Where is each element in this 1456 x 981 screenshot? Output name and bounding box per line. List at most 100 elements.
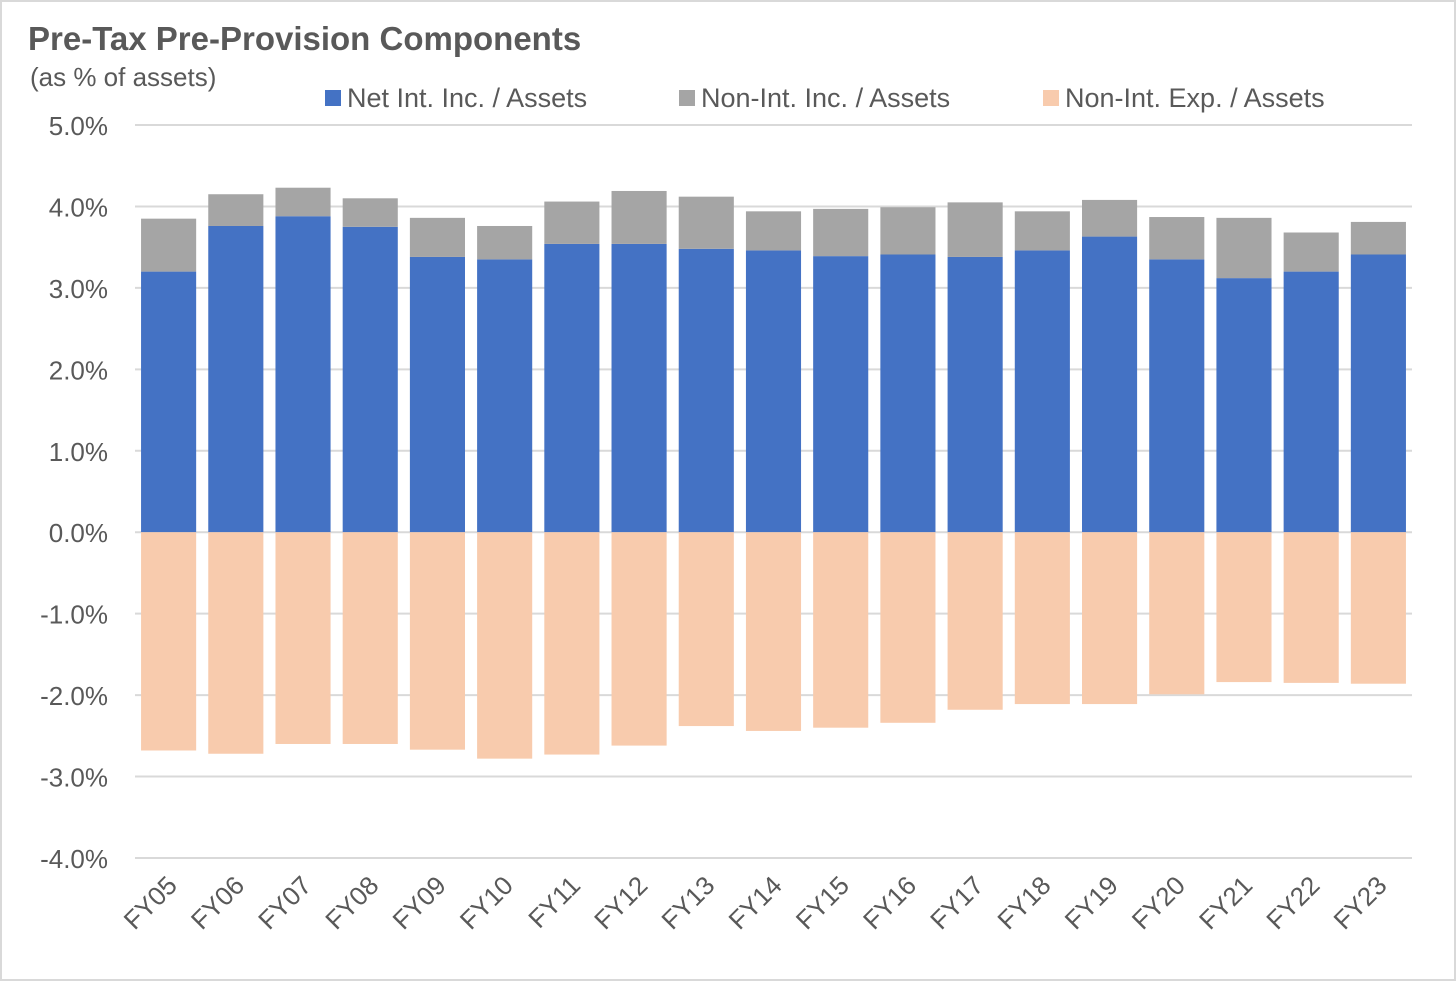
bar-non-int-exp-fy09 (409, 532, 465, 750)
bar-net-int-inc-fy20 (1149, 259, 1205, 533)
bar-non-int-exp-fy08 (342, 532, 398, 744)
legend-item-net-int-inc: Net Int. Inc. / Assets (325, 82, 587, 114)
y-tick-label: 3.0% (49, 274, 108, 304)
bar-non-int-exp-fy17 (947, 532, 1003, 710)
x-tick-label: FY20 (1126, 870, 1191, 935)
y-tick-label: 5.0% (49, 111, 108, 141)
bar-net-int-inc-fy06 (208, 225, 264, 533)
bar-net-int-inc-fy17 (947, 256, 1003, 533)
bar-non-int-exp-fy16 (880, 532, 936, 723)
y-tick-label: 2.0% (49, 355, 108, 385)
legend-label-net-int-inc: Net Int. Inc. / Assets (347, 82, 588, 113)
bar-non-int-inc-fy13 (678, 196, 734, 249)
bar-non-int-exp-fy22 (1283, 532, 1339, 683)
y-tick-label: -3.0% (40, 763, 108, 793)
bar-non-int-exp-fy19 (1082, 532, 1138, 705)
bar-non-int-inc-fy08 (342, 198, 398, 227)
bars (141, 187, 1406, 759)
bar-non-int-inc-fy10 (477, 225, 533, 260)
bar-net-int-inc-fy09 (409, 256, 465, 533)
y-tick-label: -2.0% (40, 681, 108, 711)
bar-non-int-exp-fy07 (275, 532, 331, 744)
y-tick-label: -1.0% (40, 600, 108, 630)
x-tick-label: FY15 (790, 870, 855, 935)
bar-net-int-inc-fy23 (1350, 254, 1406, 533)
bar-net-int-inc-fy13 (678, 248, 734, 533)
x-tick-label: FY23 (1327, 870, 1392, 935)
bar-non-int-inc-fy15 (813, 208, 869, 257)
legend-swatch-net-int-inc (325, 90, 341, 106)
bar-non-int-inc-fy17 (947, 202, 1003, 257)
y-tick-label: 4.0% (49, 192, 108, 222)
x-tick-label: FY06 (185, 870, 250, 935)
x-tick-label: FY17 (924, 870, 989, 935)
x-tick-label: FY22 (1260, 870, 1325, 935)
x-tick-label: FY09 (387, 870, 452, 935)
bar-non-int-exp-fy10 (477, 532, 533, 759)
y-tick-label: 0.0% (49, 518, 108, 548)
bar-net-int-inc-fy22 (1283, 271, 1339, 533)
bar-non-int-exp-fy23 (1350, 532, 1406, 684)
bar-non-int-inc-fy12 (611, 190, 667, 244)
legend-item-non-int-exp: Non-Int. Exp. / Assets (1043, 82, 1325, 114)
x-tick-label: FY05 (118, 870, 183, 935)
bar-net-int-inc-fy08 (342, 226, 398, 533)
bar-non-int-inc-fy22 (1283, 232, 1339, 272)
bar-non-int-inc-fy06 (208, 194, 264, 226)
bar-non-int-exp-fy13 (678, 532, 734, 727)
x-tick-label: FY12 (588, 870, 653, 935)
bar-non-int-inc-fy20 (1149, 217, 1205, 260)
bar-non-int-exp-fy05 (141, 532, 197, 751)
bar-net-int-inc-fy11 (544, 243, 600, 533)
bar-non-int-exp-fy20 (1149, 532, 1205, 695)
x-tick-label: FY18 (991, 870, 1056, 935)
bar-net-int-inc-fy14 (745, 250, 802, 533)
bar-net-int-inc-fy05 (141, 271, 197, 533)
legend-swatch-non-int-exp (1043, 90, 1059, 106)
bar-non-int-exp-fy18 (1014, 532, 1070, 705)
x-tick-label: FY21 (1193, 870, 1258, 935)
bar-net-int-inc-fy07 (275, 216, 331, 533)
bar-net-int-inc-fy16 (880, 254, 936, 533)
x-tick-label: FY19 (1059, 870, 1124, 935)
bar-non-int-inc-fy11 (544, 201, 600, 244)
bar-net-int-inc-fy15 (813, 256, 869, 533)
x-tick-label: FY10 (454, 870, 519, 935)
legend-item-non-int-inc: Non-Int. Inc. / Assets (679, 82, 950, 114)
bar-non-int-inc-fy16 (880, 207, 936, 255)
bar-non-int-inc-fy23 (1350, 221, 1406, 255)
x-tick-label: FY07 (252, 870, 317, 935)
chart-subtitle: (as % of assets) (30, 62, 217, 92)
bar-net-int-inc-fy18 (1014, 250, 1070, 533)
bar-net-int-inc-fy21 (1216, 278, 1272, 533)
bar-non-int-inc-fy21 (1216, 217, 1272, 279)
bar-non-int-exp-fy12 (611, 532, 667, 746)
y-axis-tick-labels: 5.0% 4.0% 3.0% 2.0% 1.0% 0.0% -1.0% -2.0% -3.0% -… (40, 111, 108, 874)
bar-non-int-inc-fy19 (1082, 199, 1138, 237)
legend-swatch-non-int-inc (679, 90, 695, 106)
bar-non-int-exp-fy21 (1216, 532, 1272, 683)
bar-net-int-inc-fy10 (477, 259, 533, 533)
legend-label-non-int-inc: Non-Int. Inc. / Assets (701, 82, 951, 113)
bar-non-int-inc-fy09 (409, 217, 465, 257)
bar-non-int-exp-fy15 (813, 532, 869, 728)
y-tick-label: -4.0% (40, 844, 108, 874)
bar-non-int-inc-fy05 (141, 218, 197, 272)
x-tick-label: FY16 (857, 870, 922, 935)
legend-label-non-int-exp: Non-Int. Exp. / Assets (1065, 82, 1325, 113)
bar-net-int-inc-fy12 (611, 243, 667, 533)
bar-non-int-inc-fy18 (1014, 211, 1070, 251)
bar-non-int-exp-fy14 (745, 532, 802, 731)
bar-non-int-exp-fy06 (208, 532, 264, 754)
y-tick-label: 1.0% (49, 437, 108, 467)
bar-non-int-inc-fy07 (275, 187, 331, 217)
bar-net-int-inc-fy19 (1082, 236, 1138, 533)
bar-non-int-inc-fy14 (745, 211, 802, 251)
x-tick-label: FY13 (655, 870, 720, 935)
bar-non-int-exp-fy11 (544, 532, 600, 755)
chart-title: Pre-Tax Pre-Provision Components (28, 20, 582, 57)
x-axis-tick-labels: FY05 FY06 FY07 FY08 FY09 FY10 FY11 FY12 FY13 FY14… (118, 870, 1393, 935)
x-tick-label: FY14 (723, 870, 788, 935)
